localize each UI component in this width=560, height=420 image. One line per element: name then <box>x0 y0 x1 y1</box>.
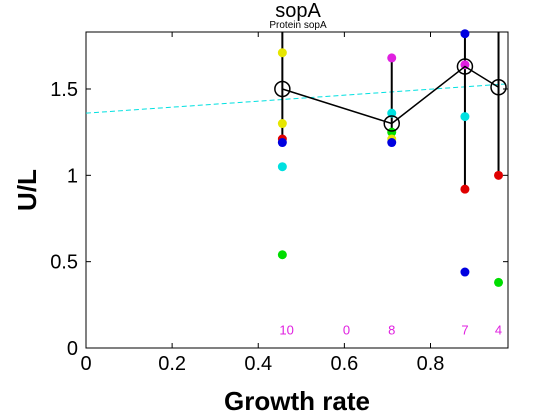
axes-frame <box>85 31 509 349</box>
x-axis-label: Growth rate <box>224 386 370 416</box>
data-point <box>277 162 287 172</box>
data-point <box>460 112 470 122</box>
sample-count-label: 7 <box>461 323 468 338</box>
data-point <box>460 184 470 194</box>
plot-area: 0 0.2 0.4 0.6 0.8 0 0.5 1 1.5 10 0 8 7 4 <box>50 29 509 375</box>
x-tick-label: 0.4 <box>244 353 272 375</box>
data-point <box>387 138 397 148</box>
y-axis-label: U/L <box>12 169 42 211</box>
sample-count-label: 0 <box>343 323 350 338</box>
sample-count-label: 4 <box>495 323 502 338</box>
data-point <box>277 48 287 58</box>
mean-marker <box>456 58 474 75</box>
y-tick-label: 0 <box>67 338 78 360</box>
data-point <box>460 267 470 277</box>
data-point <box>460 29 470 39</box>
data-point <box>387 53 397 63</box>
data-point <box>494 170 504 180</box>
x-tick-label: 0.6 <box>330 353 358 375</box>
y-tick-label: 0.5 <box>50 252 78 274</box>
x-tick-label: 0.2 <box>158 353 186 375</box>
data-point <box>277 119 287 129</box>
y-tick-label: 1 <box>67 165 78 187</box>
mean-marker <box>490 79 507 96</box>
x-tick-label: 0 <box>80 353 91 375</box>
mean-marker <box>274 80 291 98</box>
data-point <box>277 250 287 260</box>
data-point <box>494 277 504 287</box>
data-point <box>277 138 287 148</box>
y-tick-label: 1.5 <box>50 79 78 101</box>
chart-subtitle: Protein sopA <box>269 20 327 31</box>
mean-line <box>282 65 499 125</box>
sample-count-label: 8 <box>388 323 395 338</box>
mean-marker <box>383 115 400 132</box>
x-tick-label: 0.8 <box>417 353 445 375</box>
data-point <box>387 108 397 118</box>
trend-line <box>85 83 509 114</box>
sample-count-label: 10 <box>279 323 293 338</box>
chart-title: sopA <box>275 0 321 22</box>
data-point <box>387 127 397 137</box>
